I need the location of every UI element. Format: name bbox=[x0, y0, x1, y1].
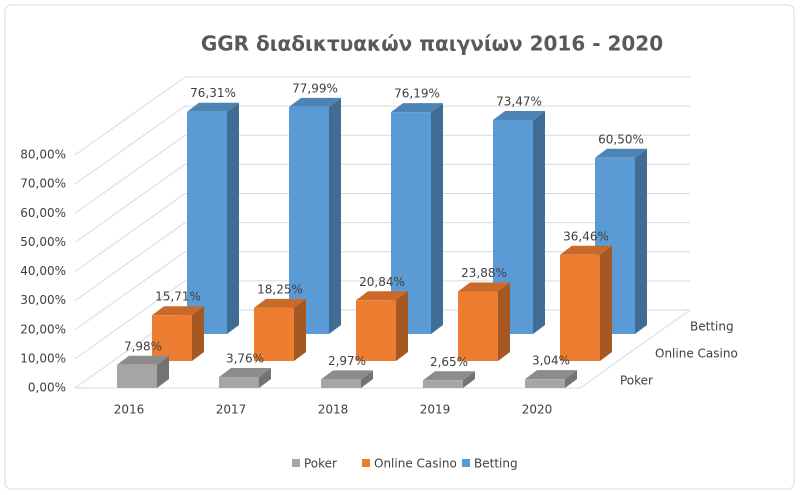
data-label: 3,76% bbox=[226, 352, 264, 366]
bar-side bbox=[192, 306, 204, 361]
data-label: 77,99% bbox=[292, 81, 338, 95]
bar-top bbox=[525, 370, 577, 380]
bar bbox=[458, 291, 498, 361]
bar-side bbox=[463, 371, 475, 388]
y-tick-label: 50,00% bbox=[20, 235, 66, 249]
bar-side bbox=[533, 111, 545, 335]
depth-axis-label: Betting bbox=[690, 320, 734, 334]
y-tick-label: 30,00% bbox=[20, 293, 66, 307]
data-label: 7,98% bbox=[124, 339, 162, 353]
bar bbox=[219, 377, 259, 388]
bar bbox=[321, 379, 361, 388]
bar bbox=[560, 254, 600, 361]
data-label: 73,47% bbox=[496, 95, 542, 109]
bar bbox=[152, 315, 192, 361]
bar-side bbox=[635, 148, 647, 334]
bar-side bbox=[157, 355, 169, 388]
y-tick-label: 80,00% bbox=[20, 148, 66, 162]
x-tick-label: 2020 bbox=[522, 403, 553, 417]
data-label: 20,84% bbox=[359, 275, 405, 289]
data-label: 3,04% bbox=[532, 354, 570, 368]
bar-side bbox=[294, 298, 306, 361]
data-label: 36,46% bbox=[563, 229, 609, 243]
data-label: 15,71% bbox=[155, 290, 201, 304]
bar-side bbox=[396, 291, 408, 361]
data-label: 76,19% bbox=[394, 87, 440, 101]
y-tick-label: 20,00% bbox=[20, 322, 66, 336]
depth-axis-label: Poker bbox=[620, 374, 653, 388]
bar bbox=[187, 111, 227, 334]
legend-swatch bbox=[292, 459, 300, 467]
bar-side bbox=[600, 245, 612, 361]
bar-top bbox=[458, 282, 510, 292]
chart-title: GGR διαδικτυακών παιγνίων 2016 - 2020 bbox=[201, 32, 663, 56]
bar bbox=[423, 380, 463, 388]
x-tick-label: 2018 bbox=[318, 403, 349, 417]
legend-label: Betting bbox=[474, 457, 518, 471]
bar-top bbox=[595, 148, 647, 158]
bar bbox=[117, 364, 157, 388]
bar-top bbox=[391, 103, 443, 113]
bar-top bbox=[493, 111, 545, 121]
bar-top bbox=[187, 102, 239, 112]
bar-top bbox=[117, 355, 169, 365]
bar-top bbox=[219, 368, 271, 378]
legend-label: Online Casino bbox=[374, 457, 457, 471]
bar-top bbox=[254, 298, 306, 308]
legend-swatch bbox=[462, 459, 470, 467]
legend-swatch bbox=[362, 459, 370, 467]
bar-side bbox=[227, 102, 239, 334]
y-tick-label: 0,00% bbox=[28, 381, 66, 395]
bar-side bbox=[431, 103, 443, 335]
y-tick-label: 10,00% bbox=[20, 351, 66, 365]
data-label: 23,88% bbox=[461, 266, 507, 280]
data-label: 2,65% bbox=[430, 355, 468, 369]
bar-side bbox=[361, 370, 373, 388]
x-tick-label: 2019 bbox=[420, 403, 451, 417]
bar bbox=[254, 307, 294, 361]
bar-side bbox=[259, 368, 271, 388]
data-label: 18,25% bbox=[257, 282, 303, 296]
bar bbox=[356, 300, 396, 361]
bar-side bbox=[498, 282, 510, 361]
data-label: 60,50% bbox=[598, 132, 644, 146]
bar bbox=[525, 379, 565, 388]
bar-top bbox=[560, 245, 612, 255]
bar-top bbox=[321, 370, 373, 380]
legend-label: Poker bbox=[304, 457, 337, 471]
y-tick-label: 60,00% bbox=[20, 206, 66, 220]
bar-top bbox=[356, 291, 408, 301]
bar-side bbox=[329, 97, 341, 334]
bar-top bbox=[289, 97, 341, 107]
x-tick-label: 2017 bbox=[216, 403, 247, 417]
x-tick-label: 2016 bbox=[114, 403, 145, 417]
grid-line bbox=[74, 76, 690, 156]
bar-top bbox=[423, 371, 475, 381]
grid-line bbox=[74, 105, 690, 185]
data-label: 2,97% bbox=[328, 354, 366, 368]
bar-side bbox=[565, 370, 577, 388]
depth-axis-label: Online Casino bbox=[655, 347, 738, 361]
y-tick-label: 40,00% bbox=[20, 264, 66, 278]
bar bbox=[289, 106, 329, 334]
y-tick-label: 70,00% bbox=[20, 177, 66, 191]
bar-top bbox=[152, 306, 204, 316]
data-label: 76,31% bbox=[190, 86, 236, 100]
